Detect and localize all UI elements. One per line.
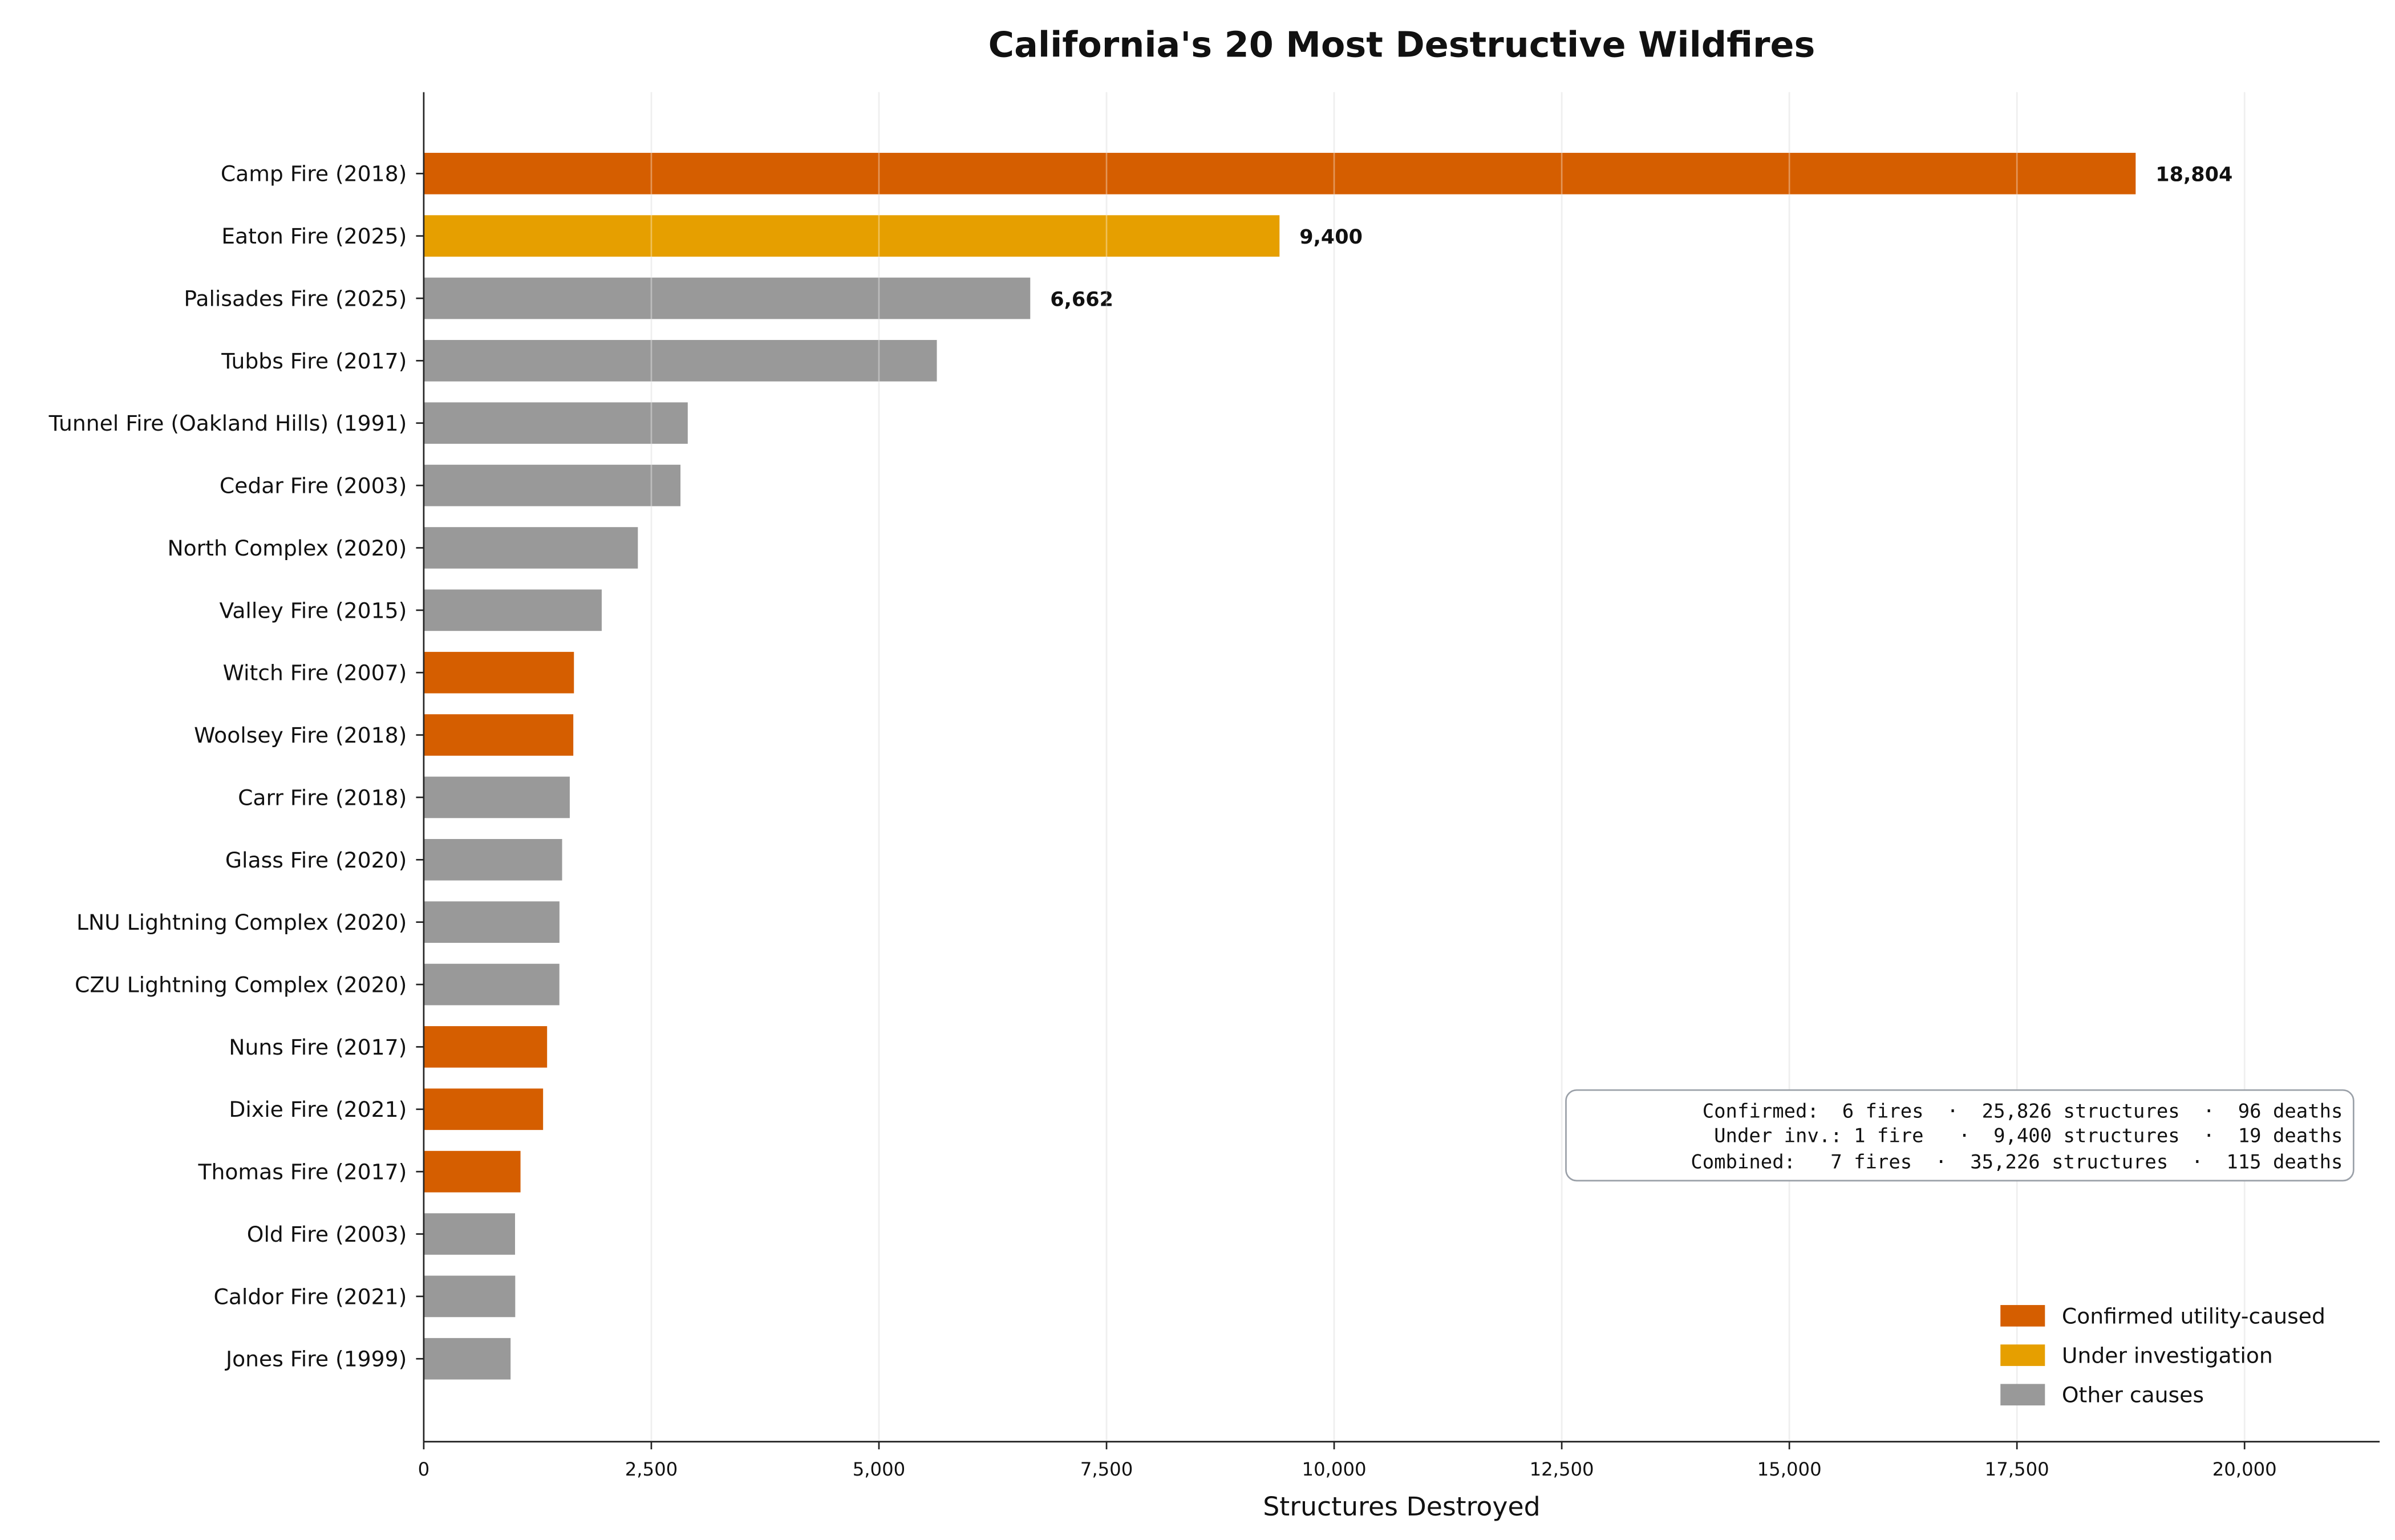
- x-tick-label: 0: [418, 1458, 430, 1480]
- bar: [423, 963, 560, 1006]
- data-label: 9,400: [1299, 226, 1363, 249]
- legend-swatch: [2000, 1384, 2045, 1406]
- y-tick-label: Cedar Fire (2003): [220, 473, 407, 499]
- x-tick-label: 12,500: [1530, 1458, 1594, 1480]
- bar: [423, 152, 2136, 194]
- y-tick-label: Palisades Fire (2025): [184, 286, 407, 311]
- bar: [423, 1338, 511, 1380]
- y-tick-label: Thomas Fire (2017): [197, 1160, 407, 1185]
- y-tick-label: CZU Lightning Complex (2020): [75, 972, 407, 998]
- y-tick-label: Camp Fire (2018): [221, 161, 407, 187]
- legend-swatch: [2000, 1344, 2045, 1366]
- bar: [423, 1026, 548, 1068]
- legend-label: Confirmed utility-caused: [2062, 1303, 2325, 1328]
- data-label: 6,662: [1050, 288, 1113, 311]
- bar: [423, 1213, 515, 1255]
- bar: [423, 340, 937, 382]
- y-tick-label: LNU Lightning Complex (2020): [76, 910, 407, 935]
- x-tick-label: 17,500: [1985, 1458, 2049, 1480]
- bar: [423, 651, 574, 694]
- x-axis-label: Structures Destroyed: [1263, 1492, 1540, 1522]
- annotation-line-2: Under inv.: 1 fire · 9,400 structures · …: [1703, 1125, 2343, 1147]
- bar: [423, 1150, 521, 1193]
- bar: [423, 714, 574, 756]
- bar: [423, 215, 1280, 257]
- annotation-line-3: Combined: 7 fires · 35,226 structures · …: [1691, 1150, 2343, 1173]
- bar: [423, 527, 638, 569]
- x-ticks: 0 2,500 5,000 7,500 10,000 12,500 15,000 17,500…: [418, 1441, 2277, 1480]
- legend-swatch: [2000, 1305, 2045, 1327]
- summary-annotation: Confirmed: 6 fires · 25,826 structures ·…: [1565, 1089, 2355, 1182]
- bar: [423, 464, 681, 506]
- y-tick-label: Tunnel Fire (Oakland Hills) (1991): [48, 411, 407, 436]
- legend-label: Other causes: [2062, 1383, 2204, 1408]
- x-tick-label: 7,500: [1080, 1458, 1133, 1480]
- y-tick-label: Carr Fire (2018): [238, 785, 407, 810]
- data-label: 18,804: [2155, 164, 2232, 187]
- y-tick-label: Nuns Fire (2017): [229, 1035, 407, 1060]
- bar: [423, 589, 602, 631]
- y-tick-labels: Camp Fire (2018) Eaton Fire (2025) Palisad…: [48, 161, 424, 1372]
- y-tick-label: Valley Fire (2015): [219, 598, 407, 623]
- y-tick-label: Tubbs Fire (2017): [221, 348, 407, 374]
- x-tick-label: 5,000: [853, 1458, 905, 1480]
- y-tick-label: Old Fire (2003): [247, 1222, 407, 1247]
- y-tick-label: North Complex (2020): [167, 536, 407, 561]
- annotation-box: [1565, 1089, 2355, 1182]
- y-tick-label: Glass Fire (2020): [225, 848, 407, 873]
- legend: Confirmed utility-caused Under investigat…: [2000, 1303, 2325, 1408]
- chart-title: California's 20 Most Destructive Wildfir…: [988, 25, 1816, 66]
- x-tick-label: 10,000: [1302, 1458, 1367, 1480]
- y-tick-label: Caldor Fire (2021): [214, 1284, 407, 1309]
- y-tick-label: Witch Fire (2007): [223, 660, 407, 686]
- x-tick-label: 2,500: [625, 1458, 678, 1480]
- y-tick-label: Dixie Fire (2021): [229, 1097, 407, 1122]
- y-tick-label: Eaton Fire (2025): [221, 224, 407, 249]
- y-tick-label: Jones Fire (1999): [225, 1347, 407, 1372]
- legend-label: Under investigation: [2062, 1343, 2273, 1368]
- annotation-line-1: Confirmed: 6 fires · 25,826 structures ·…: [1703, 1100, 2343, 1122]
- axes: [423, 92, 2380, 1442]
- bar: [423, 277, 1031, 319]
- x-tick-label: 20,000: [2212, 1458, 2277, 1480]
- y-tick-label: Woolsey Fire (2018): [194, 723, 407, 748]
- bar: [423, 901, 560, 943]
- bar: [423, 1275, 516, 1318]
- bar: [423, 776, 570, 818]
- bar: [423, 838, 562, 881]
- bar: [423, 1088, 544, 1130]
- x-tick-label: 15,000: [1757, 1458, 1822, 1480]
- bars: 18,804 9,400 6,662: [423, 92, 2246, 1442]
- bar: [423, 402, 688, 444]
